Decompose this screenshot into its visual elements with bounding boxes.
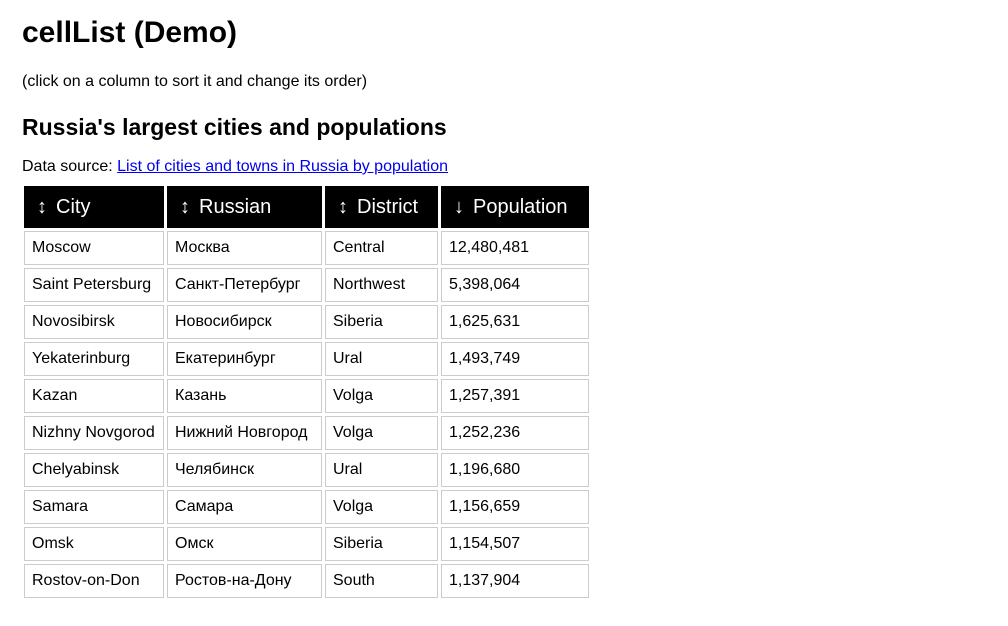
cell-district: Volga (325, 416, 438, 450)
column-header-population[interactable]: ↓ Population (441, 186, 589, 228)
cell-population: 1,625,631 (441, 305, 589, 339)
cell-russian: Омск (167, 527, 322, 561)
table-row: Samara Самара Volga 1,156,659 (24, 490, 589, 524)
page-title: cellList (Demo) (22, 16, 238, 49)
section-title: Russia's largest cities and populations (22, 114, 447, 140)
table-row: Novosibirsk Новосибирск Siberia 1,625,63… (24, 305, 589, 339)
sort-arrow-icon: ↕ (338, 195, 348, 218)
cell-city: Chelyabinsk (24, 453, 164, 487)
cell-russian: Ростов-на-Дону (167, 564, 322, 598)
column-header-label: City (56, 195, 91, 218)
cell-population: 1,156,659 (441, 490, 589, 524)
cell-population: 12,480,481 (441, 231, 589, 265)
cell-district: South (325, 564, 438, 598)
cell-russian: Москва (167, 231, 322, 265)
cell-population: 1,257,391 (441, 379, 589, 413)
cell-district: Volga (325, 379, 438, 413)
cell-russian: Челябинск (167, 453, 322, 487)
cities-table: ↕ City ↕ Russian ↕ District ↓ Population Mos… (21, 183, 592, 601)
cell-russian: Нижний Новгород (167, 416, 322, 450)
column-header-russian[interactable]: ↕ Russian (167, 186, 322, 228)
cell-city: Kazan (24, 379, 164, 413)
sort-hint: (click on a column to sort it and change… (22, 73, 368, 90)
cell-district: Siberia (325, 527, 438, 561)
cell-district: Volga (325, 490, 438, 524)
column-header-district[interactable]: ↕ District (325, 186, 438, 228)
column-header-label: Russian (199, 195, 272, 218)
cell-city: Omsk (24, 527, 164, 561)
data-source: Data source: List of cities and towns in… (22, 157, 1008, 177)
cell-city: Saint Petersburg (24, 268, 164, 302)
cell-russian: Новосибирск (167, 305, 322, 339)
table-row: Kazan Казань Volga 1,257,391 (24, 379, 589, 413)
cell-city: Nizhny Novgorod (24, 416, 164, 450)
cell-district: Ural (325, 453, 438, 487)
table-row: Rostov-on-Don Ростов-на-Дону South 1,137… (24, 564, 589, 598)
cell-district: Northwest (325, 268, 438, 302)
cell-population: 1,154,507 (441, 527, 589, 561)
cell-russian: Санкт-Петербург (167, 268, 322, 302)
cell-district: Central (325, 231, 438, 265)
cell-city: Moscow (24, 231, 164, 265)
cell-district: Ural (325, 342, 438, 376)
table-row: Omsk Омск Siberia 1,154,507 (24, 527, 589, 561)
table-row: Saint Petersburg Санкт-Петербург Northwe… (24, 268, 589, 302)
page: cellList (Demo) (click on a column to so… (21, 16, 1008, 601)
sort-arrow-down-icon: ↓ (454, 195, 464, 218)
column-header-label: District (357, 195, 419, 218)
cell-population: 1,493,749 (441, 342, 589, 376)
data-source-link[interactable]: List of cities and towns in Russia by po… (117, 158, 449, 175)
cell-city: Samara (24, 490, 164, 524)
table-row: Nizhny Novgorod Нижний Новгород Volga 1,… (24, 416, 589, 450)
cell-district: Siberia (325, 305, 438, 339)
sort-arrow-icon: ↕ (180, 195, 190, 218)
column-header-label: Population (473, 195, 568, 218)
cell-russian: Самара (167, 490, 322, 524)
cell-population: 1,196,680 (441, 453, 589, 487)
cell-russian: Казань (167, 379, 322, 413)
cell-city: Yekaterinburg (24, 342, 164, 376)
table-row: Yekaterinburg Екатеринбург Ural 1,493,74… (24, 342, 589, 376)
data-source-label: Data source: (22, 158, 118, 175)
sort-arrow-icon: ↕ (37, 195, 47, 218)
table-header-row: ↕ City ↕ Russian ↕ District ↓ Population (24, 186, 589, 228)
table-row: Chelyabinsk Челябинск Ural 1,196,680 (24, 453, 589, 487)
cell-population: 1,137,904 (441, 564, 589, 598)
cell-city: Rostov-on-Don (24, 564, 164, 598)
cell-russian: Екатеринбург (167, 342, 322, 376)
cell-city: Novosibirsk (24, 305, 164, 339)
cell-population: 5,398,064 (441, 268, 589, 302)
column-header-city[interactable]: ↕ City (24, 186, 164, 228)
table-row: Moscow Москва Central 12,480,481 (24, 231, 589, 265)
cell-population: 1,252,236 (441, 416, 589, 450)
